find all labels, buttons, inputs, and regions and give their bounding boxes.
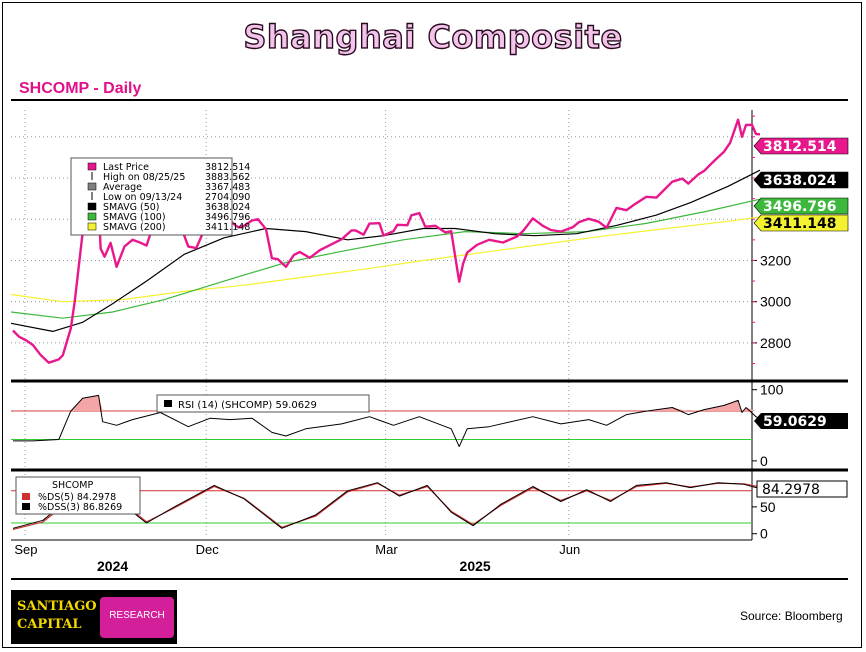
x-tick-label: Dec: [196, 542, 220, 557]
series-line-last-price: [12, 118, 761, 364]
sto-legend-label: %DS(5) 84.2978: [38, 492, 116, 503]
value-tag-label: 3496.796: [763, 199, 837, 215]
legend-label: High on 08/25/25: [103, 172, 185, 183]
logo-badge-text: RESEARCH: [109, 610, 165, 621]
logo-line2: CAPITAL: [17, 617, 82, 632]
x-tick-label: Sep: [14, 542, 37, 557]
legend-value: 3496.796: [205, 212, 250, 223]
legend-label: Last Price: [103, 162, 149, 173]
sto-legend-label: %DSS(3) 86.8269: [38, 502, 122, 513]
value-tag-label: 3638.024: [763, 173, 837, 189]
source-note: Source: Bloomberg: [740, 609, 843, 623]
legend-swatch: [87, 222, 97, 231]
legend-swatch: [164, 400, 172, 407]
legend-label: SMAVG (50): [103, 202, 160, 213]
legend-value: 3638.024: [205, 202, 250, 213]
chart-subtitle: SHCOMP - Daily: [19, 80, 142, 97]
y-tick-label: 3200: [760, 252, 791, 268]
y-tick-label: 2800: [760, 335, 791, 351]
x-year-label: 2025: [460, 558, 491, 574]
legend-value: 2704.090: [205, 192, 250, 203]
value-tag: [753, 214, 849, 232]
rsi-legend-box: [156, 394, 370, 413]
x-tick-label: Jun: [559, 542, 580, 557]
value-tag-label: 84.2978: [762, 482, 820, 498]
legend-swatch: [22, 493, 30, 500]
legend-box: [70, 157, 233, 236]
santiago-capital-logo: SANTIAGO CAPITAL RESEARCH: [11, 590, 177, 644]
sto-legend-box: [15, 476, 141, 515]
legend-value: 3411.148: [205, 222, 250, 233]
legend-label: Average: [103, 182, 142, 193]
y-tick-label: 0: [760, 526, 768, 542]
logo-badge: RESEARCH: [100, 597, 174, 638]
y-tick-label: 0: [760, 453, 768, 469]
x-year-label: 2024: [97, 558, 128, 574]
y-tick-label: 100: [760, 382, 784, 398]
x-tick-label: Mar: [375, 542, 398, 557]
legend-label: SMAVG (100): [103, 212, 166, 223]
legend-label: SMAVG (200): [103, 222, 166, 233]
legend-label: Low on 09/13/24: [103, 192, 182, 203]
legend-swatch: [87, 182, 97, 191]
value-tag: [754, 413, 848, 429]
legend-swatch: [87, 162, 97, 171]
legend-swatch: [87, 202, 97, 211]
value-tag-label: 59.0629: [763, 414, 827, 430]
y-tick-label: 50: [760, 499, 776, 515]
logo-line1: SANTIAGO: [17, 599, 97, 614]
value-tag: [753, 137, 849, 155]
y-tick-label: 3000: [760, 294, 791, 310]
value-tag-label: 3812.514: [763, 139, 837, 155]
legend-value: 3367.483: [205, 182, 250, 193]
series-line-smavg100: [10, 198, 761, 319]
value-tag-label: 3411.148: [763, 216, 837, 232]
legend-swatch: [22, 503, 30, 510]
sto-legend-label: SHCOMP: [52, 480, 93, 491]
rsi-legend-label: RSI (14) (SHCOMP) 59.0629: [178, 400, 317, 411]
series-line-rsi: [13, 394, 761, 448]
chart-title: Shanghai Composite: [243, 17, 623, 56]
legend-swatch: [87, 212, 97, 221]
value-tag: [756, 480, 848, 498]
rsi-overbought-fill: [12, 395, 760, 412]
legend-value: 3812.514: [205, 162, 250, 173]
legend-value: 3883.562: [205, 172, 250, 183]
series-line-smavg200: [10, 216, 761, 303]
header-rule: [11, 99, 848, 101]
value-tag: [753, 197, 849, 215]
value-tag: [753, 171, 849, 189]
